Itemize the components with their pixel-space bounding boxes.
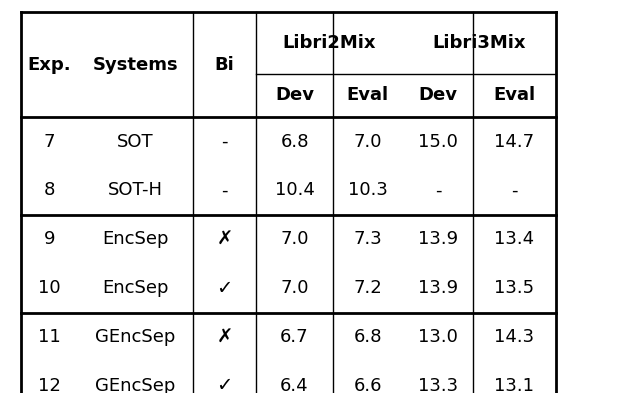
Text: SOT: SOT <box>117 132 154 151</box>
Text: 11: 11 <box>38 328 61 346</box>
Text: GEncSep: GEncSep <box>95 328 175 346</box>
Text: EncSep: EncSep <box>102 230 168 248</box>
Text: 7.0: 7.0 <box>280 230 308 248</box>
Text: 6.8: 6.8 <box>353 328 382 346</box>
Text: Eval: Eval <box>493 86 536 105</box>
Text: Bi: Bi <box>214 56 234 74</box>
Text: 10.4: 10.4 <box>275 182 314 199</box>
Text: Libri3Mix: Libri3Mix <box>433 34 526 52</box>
Text: 13.5: 13.5 <box>494 279 534 297</box>
Text: 7.3: 7.3 <box>353 230 382 248</box>
Text: 13.9: 13.9 <box>418 279 458 297</box>
Text: 6.8: 6.8 <box>280 132 308 151</box>
Text: 13.3: 13.3 <box>418 377 458 393</box>
Text: 8: 8 <box>44 182 55 199</box>
Text: ✓: ✓ <box>216 279 232 298</box>
Text: 14.7: 14.7 <box>494 132 534 151</box>
Text: -: - <box>511 182 518 199</box>
Text: 6.6: 6.6 <box>353 377 382 393</box>
Text: 7.0: 7.0 <box>280 279 308 297</box>
Text: 15.0: 15.0 <box>418 132 458 151</box>
Text: EncSep: EncSep <box>102 279 168 297</box>
Text: GEncSep: GEncSep <box>95 377 175 393</box>
Text: 7: 7 <box>44 132 55 151</box>
Text: 10: 10 <box>38 279 61 297</box>
Text: Exp.: Exp. <box>28 56 71 74</box>
Text: -: - <box>221 132 228 151</box>
Text: Eval: Eval <box>347 86 389 105</box>
Text: Dev: Dev <box>275 86 314 105</box>
Text: ✗: ✗ <box>216 327 232 347</box>
Text: Dev: Dev <box>419 86 458 105</box>
Text: ✗: ✗ <box>216 230 232 249</box>
Text: 13.0: 13.0 <box>418 328 458 346</box>
Text: 6.7: 6.7 <box>280 328 309 346</box>
Text: Libri2Mix: Libri2Mix <box>283 34 376 52</box>
Text: 9: 9 <box>44 230 55 248</box>
Text: -: - <box>435 182 441 199</box>
Text: 14.3: 14.3 <box>494 328 534 346</box>
Text: 13.4: 13.4 <box>494 230 534 248</box>
Text: -: - <box>221 182 228 199</box>
Text: 13.1: 13.1 <box>494 377 534 393</box>
Text: 13.9: 13.9 <box>418 230 458 248</box>
Text: 7.0: 7.0 <box>353 132 382 151</box>
Text: Systems: Systems <box>92 56 178 74</box>
Text: 6.4: 6.4 <box>280 377 309 393</box>
Text: 12: 12 <box>38 377 61 393</box>
Text: ✓: ✓ <box>216 376 232 393</box>
Text: 10.3: 10.3 <box>348 182 388 199</box>
Text: SOT-H: SOT-H <box>108 182 163 199</box>
Text: 7.2: 7.2 <box>353 279 382 297</box>
